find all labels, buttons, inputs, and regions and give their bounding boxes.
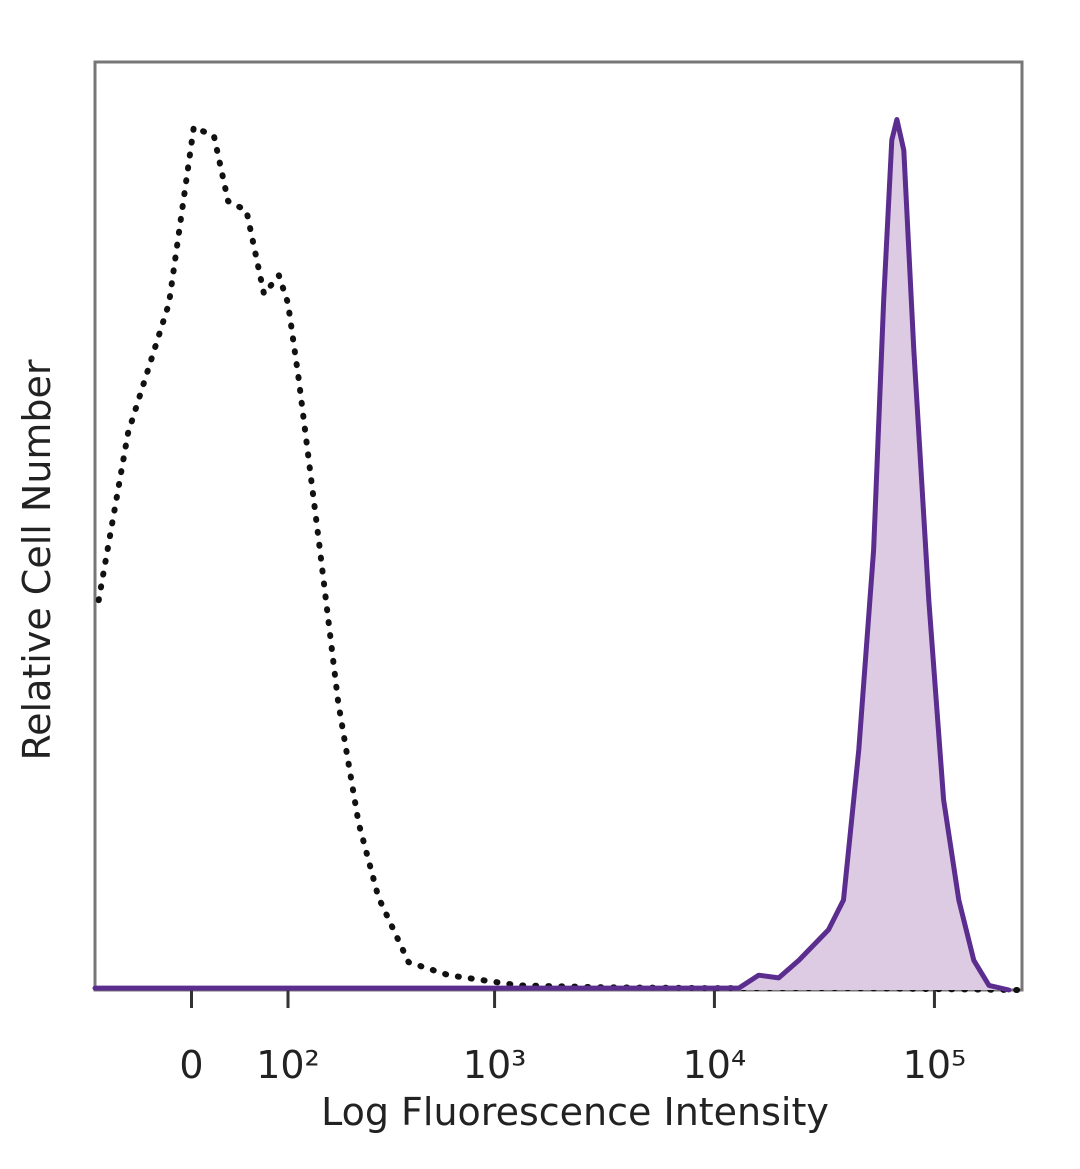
- x-axis-label: Log Fluorescence Intensity: [321, 1090, 829, 1134]
- x-tick-label: 10²: [256, 1043, 320, 1087]
- y-axis-label: Relative Cell Number: [15, 359, 59, 760]
- x-tick-label: 10⁴: [683, 1043, 747, 1087]
- x-tick-label: 10³: [463, 1043, 527, 1087]
- histogram-line: [92, 117, 1012, 993]
- x-tick-label: 10⁵: [903, 1043, 967, 1087]
- x-tick-label: 0: [179, 1043, 203, 1087]
- histogram-area: [95, 119, 1009, 990]
